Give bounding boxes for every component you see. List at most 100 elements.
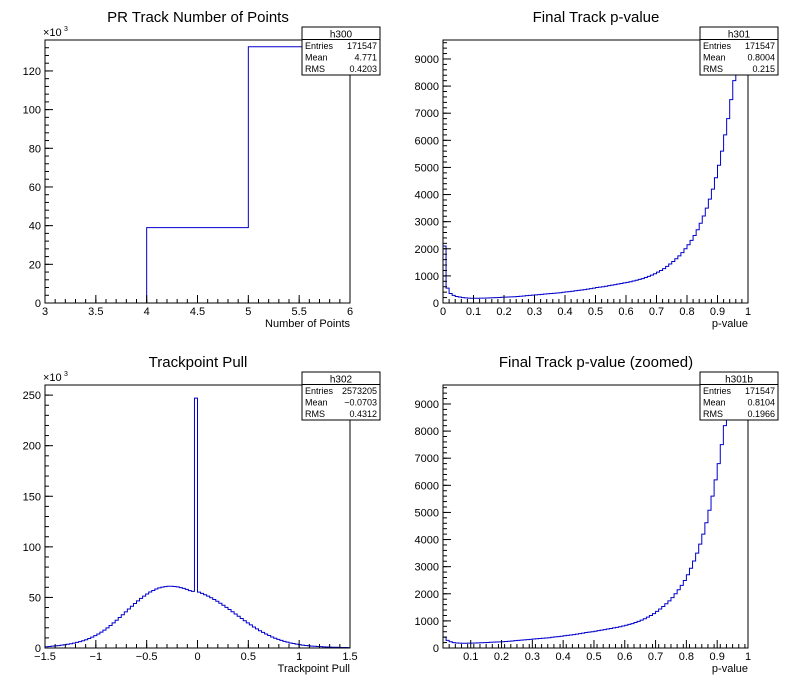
stats-box-name: h301b bbox=[725, 375, 753, 386]
x-tick-label: 0.2 bbox=[496, 306, 511, 318]
stats-box-name: h300 bbox=[330, 30, 353, 41]
x-tick-label: 3 bbox=[42, 306, 48, 318]
stats-row-key: Entries bbox=[703, 41, 732, 51]
y-tick-label: 1000 bbox=[415, 271, 439, 283]
stats-row-key: RMS bbox=[703, 409, 723, 419]
stats-row-value: 0.215 bbox=[752, 64, 775, 74]
x-tick-label: 0.4 bbox=[556, 651, 571, 663]
stats-box-frame bbox=[699, 371, 779, 421]
plot-frame bbox=[44, 39, 351, 304]
y-tick-label: 0 bbox=[433, 298, 439, 310]
x-axis-label: p-value bbox=[712, 663, 748, 675]
stats-row-value: 0.8004 bbox=[747, 53, 775, 63]
y-tick-label: 7000 bbox=[415, 453, 439, 465]
chart-title: Final Track p-value bbox=[533, 9, 660, 26]
stats-row-key: RMS bbox=[305, 409, 325, 419]
x-tick-label: 0.5 bbox=[586, 651, 601, 663]
y-tick-label: 6000 bbox=[415, 480, 439, 492]
stats-row-key: Entries bbox=[305, 386, 334, 396]
x-tick-label: 0.6 bbox=[618, 306, 633, 318]
y-tick-label: 40 bbox=[29, 221, 41, 233]
pad-final-track-pvalue: Final Track p-value 0 0.1 0.2 0.3 0.4 0.5 0.6 0… bbox=[415, 9, 779, 330]
pad-final-track-pvalue-zoomed: Final Track p-value (zoomed) 0.1 0.2 0.3 0.… bbox=[415, 354, 779, 675]
y-tick-label: 4000 bbox=[415, 190, 439, 202]
stats-row-value: 4.771 bbox=[354, 53, 377, 63]
stats-row-key: Mean bbox=[305, 398, 328, 408]
chart-title: Final Track p-value (zoomed) bbox=[499, 354, 693, 371]
x-tick-label: −1 bbox=[90, 651, 103, 663]
y-tick-label: 8000 bbox=[415, 81, 439, 93]
y-tick-label: 1000 bbox=[415, 616, 439, 628]
x-tick-label: 4 bbox=[144, 306, 150, 318]
x-tick-label: 0.2 bbox=[494, 651, 509, 663]
x-tick-label: 0.7 bbox=[648, 651, 663, 663]
chart-title: Trackpoint Pull bbox=[149, 354, 248, 371]
stats-row-key: Mean bbox=[703, 53, 726, 63]
x-tick-label: 0.3 bbox=[527, 306, 542, 318]
stats-row-key: RMS bbox=[305, 64, 325, 74]
y-multiplier-label: ×10 bbox=[43, 372, 62, 384]
x-tick-label: 4.5 bbox=[190, 306, 205, 318]
stats-box-name: h302 bbox=[330, 375, 353, 386]
y-tick-label: 8000 bbox=[415, 426, 439, 438]
x-tick-label: 1.5 bbox=[342, 651, 357, 663]
x-tick-label: 0 bbox=[194, 651, 200, 663]
stats-row-key: RMS bbox=[703, 64, 723, 74]
chart-title: PR Track Number of Points bbox=[107, 9, 289, 26]
stats-row-value: 0.8104 bbox=[747, 398, 775, 408]
x-tick-label: 0.5 bbox=[241, 651, 256, 663]
pad-pr-track-points: PR Track Number of Points 3 3.5 4 4.5 5 5.5 60… bbox=[23, 9, 381, 330]
stats-row-value: 0.4203 bbox=[349, 64, 377, 74]
stats-box-name: h301 bbox=[728, 30, 751, 41]
x-tick-label: 0.6 bbox=[617, 651, 632, 663]
x-tick-label: 0.9 bbox=[710, 306, 725, 318]
x-tick-label: 1 bbox=[745, 651, 751, 663]
y-tick-label: 250 bbox=[23, 390, 41, 402]
plot-frame bbox=[442, 39, 749, 304]
y-tick-label: 2000 bbox=[415, 589, 439, 601]
x-tick-label: 0.8 bbox=[679, 651, 694, 663]
y-tick-label: 120 bbox=[23, 66, 41, 78]
y-tick-label: 6000 bbox=[415, 135, 439, 147]
stats-row-value: −0.0703 bbox=[344, 398, 377, 408]
stats-row-key: Entries bbox=[305, 41, 334, 51]
stats-row-key: Entries bbox=[703, 386, 732, 396]
plot-frame bbox=[442, 384, 749, 649]
histogram-series bbox=[442, 50, 749, 303]
y-tick-label: 3000 bbox=[415, 562, 439, 574]
y-multiplier-label: ×10 bbox=[43, 27, 62, 39]
histogram-series bbox=[44, 397, 351, 649]
y-tick-label: 5000 bbox=[415, 162, 439, 174]
x-axis-label: Trackpoint Pull bbox=[278, 663, 350, 675]
x-tick-label: 0.9 bbox=[710, 651, 725, 663]
stats-box-frame bbox=[301, 371, 381, 421]
y-multiplier-exponent: 3 bbox=[64, 371, 68, 378]
x-tick-label: 0.4 bbox=[557, 306, 572, 318]
y-tick-label: 2000 bbox=[415, 244, 439, 256]
y-tick-label: 100 bbox=[23, 105, 41, 117]
x-tick-label: 5 bbox=[245, 306, 251, 318]
y-tick-label: 0 bbox=[35, 298, 41, 310]
x-tick-label: 3.5 bbox=[88, 306, 103, 318]
y-tick-label: 20 bbox=[29, 259, 41, 271]
x-tick-label: 1 bbox=[745, 306, 751, 318]
x-axis-label: p-value bbox=[712, 318, 748, 330]
y-tick-label: 4000 bbox=[415, 535, 439, 547]
y-tick-label: 9000 bbox=[415, 54, 439, 66]
y-tick-label: 5000 bbox=[415, 507, 439, 519]
y-tick-label: 200 bbox=[23, 441, 41, 453]
y-tick-label: 0 bbox=[35, 643, 41, 655]
x-tick-label: 1 bbox=[296, 651, 302, 663]
histogram-series bbox=[45, 46, 351, 304]
stats-row-value: 171547 bbox=[745, 386, 775, 396]
x-tick-label: 0.8 bbox=[679, 306, 694, 318]
stats-box-frame bbox=[301, 26, 381, 76]
x-tick-label: 0.1 bbox=[463, 651, 478, 663]
stats-row-value: 171547 bbox=[745, 41, 775, 51]
x-tick-label: 0.3 bbox=[525, 651, 540, 663]
